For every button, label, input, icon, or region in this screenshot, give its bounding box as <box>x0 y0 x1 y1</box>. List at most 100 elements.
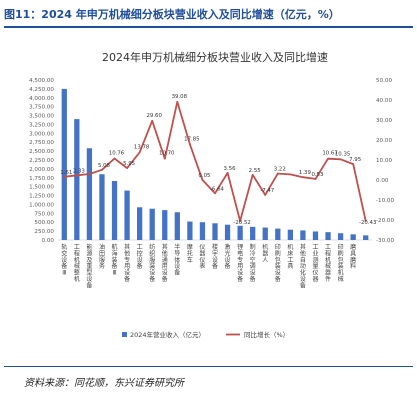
line-point <box>264 194 267 196</box>
right-tick-label: 50.00 <box>376 78 392 84</box>
line-point <box>239 220 242 222</box>
right-tick-label: 20.00 <box>376 138 392 144</box>
category-label: 工控设备 <box>137 244 143 270</box>
bar <box>124 190 130 240</box>
bar <box>287 229 293 240</box>
right-tick-label: 30.00 <box>376 118 392 124</box>
line-point <box>339 158 342 161</box>
left-tick-label: 500.00 <box>34 220 54 226</box>
line-data-label: -20.43 <box>359 220 376 226</box>
bottom-rule <box>4 366 413 367</box>
category-label: 半导体设备 <box>174 243 180 277</box>
category-label: 航海装备 Ⅲ <box>112 243 118 277</box>
line-point <box>101 168 103 171</box>
bar <box>224 224 231 240</box>
category-label: 摩托车 <box>187 243 193 264</box>
right-tick-label: 0.00 <box>376 178 389 184</box>
category-label: 仪器仪表 <box>199 244 205 270</box>
category-label: 工业测量仪器 <box>312 244 318 283</box>
line-point <box>302 176 304 179</box>
line-data-label: 13.78 <box>134 144 150 150</box>
left-tick-label: 3,500.00 <box>29 114 54 120</box>
line-point <box>151 119 154 122</box>
line-point <box>327 157 329 160</box>
line-point <box>314 178 317 180</box>
bar <box>363 235 369 240</box>
bar <box>199 222 206 240</box>
legend-label-revenue: 2024年营业收入（亿元） <box>130 330 205 339</box>
bar <box>325 232 331 240</box>
line-point <box>126 167 128 170</box>
line-data-label: 10.67 <box>322 151 337 157</box>
line-point <box>289 173 292 176</box>
category-label: 机床工具 <box>287 243 293 270</box>
left-tick-label: 2,250.00 <box>29 158 54 164</box>
line-data-label: 10.35 <box>335 151 350 157</box>
line-data-label: 10.76 <box>109 150 125 156</box>
bar <box>312 231 319 240</box>
line-point <box>138 151 141 154</box>
line-point <box>63 175 66 178</box>
line-data-label: 0.05 <box>198 173 210 179</box>
line-data-label: -7.47 <box>260 188 274 194</box>
line-point <box>364 219 367 222</box>
bar <box>350 234 356 240</box>
left-tick-label: 1,500.00 <box>29 185 54 191</box>
line-data-label: 39.08 <box>172 94 188 100</box>
category-label: 工程机械整机 <box>74 244 80 283</box>
right-tick-label: -10.00 <box>376 198 394 204</box>
category-label: 能源及重型设备 <box>86 243 92 289</box>
bar <box>187 221 193 240</box>
left-tick-label: 1,000.00 <box>29 202 54 208</box>
line-point <box>201 179 204 181</box>
category-label: 磨具磨料 <box>350 243 356 270</box>
category-label: 其他通用设备 <box>162 243 168 283</box>
line-point <box>163 157 166 160</box>
line-point <box>352 163 355 166</box>
category-label: 印刷包装机械 <box>338 244 344 283</box>
line-point <box>188 143 191 146</box>
category-label: 机器人 <box>262 243 268 264</box>
left-tick-label: 0.00 <box>42 238 55 244</box>
line-data-label: 2.33 <box>73 168 85 174</box>
line-data-label: 1.61 <box>60 170 72 176</box>
category-label: 其他自动化设备 <box>300 243 306 289</box>
left-tick-label: 4,000.00 <box>29 96 54 102</box>
left-tick-label: 750.00 <box>34 211 54 217</box>
category-label: 楼宇设备 <box>212 243 218 270</box>
bar <box>86 148 93 240</box>
category-label: 制冷空调设备 <box>250 243 256 283</box>
bar <box>300 230 306 240</box>
category-label: 激光设备 <box>225 243 231 270</box>
bar <box>275 228 281 240</box>
left-tick-label: 2,750.00 <box>29 140 54 146</box>
bar <box>212 223 218 240</box>
line-point <box>113 157 116 160</box>
line-point <box>251 174 254 176</box>
left-tick-label: 1,250.00 <box>29 194 54 200</box>
line-data-label: -6.64 <box>210 186 225 192</box>
legend-label-growth: 同比增长（%） <box>244 330 289 339</box>
left-tick-label: 2,000.00 <box>29 167 54 173</box>
category-label: 油田服务 <box>99 243 105 270</box>
left-tick-label: 1,750.00 <box>29 176 54 182</box>
line-data-label: 3.56 <box>224 166 237 172</box>
bar <box>174 212 180 240</box>
left-tick-label: 2,500.00 <box>29 149 54 155</box>
line-data-label: 1.39 <box>299 170 312 176</box>
line-point <box>214 192 216 195</box>
line-point <box>226 171 229 174</box>
left-tick-label: 3,250.00 <box>29 122 54 128</box>
bar <box>250 226 256 240</box>
right-tick-label: 10.00 <box>376 158 392 164</box>
bar <box>262 227 268 240</box>
right-tick-label: -30.00 <box>376 238 394 244</box>
left-tick-label: 4,500.00 <box>29 78 54 84</box>
line-data-label: 10.70 <box>159 151 175 157</box>
right-tick-label: 40.00 <box>376 98 392 104</box>
chart-title: 2024年申万机械细分板块营业收入及同比增速 <box>102 50 328 64</box>
line-point <box>88 173 91 175</box>
line-point <box>276 172 279 175</box>
